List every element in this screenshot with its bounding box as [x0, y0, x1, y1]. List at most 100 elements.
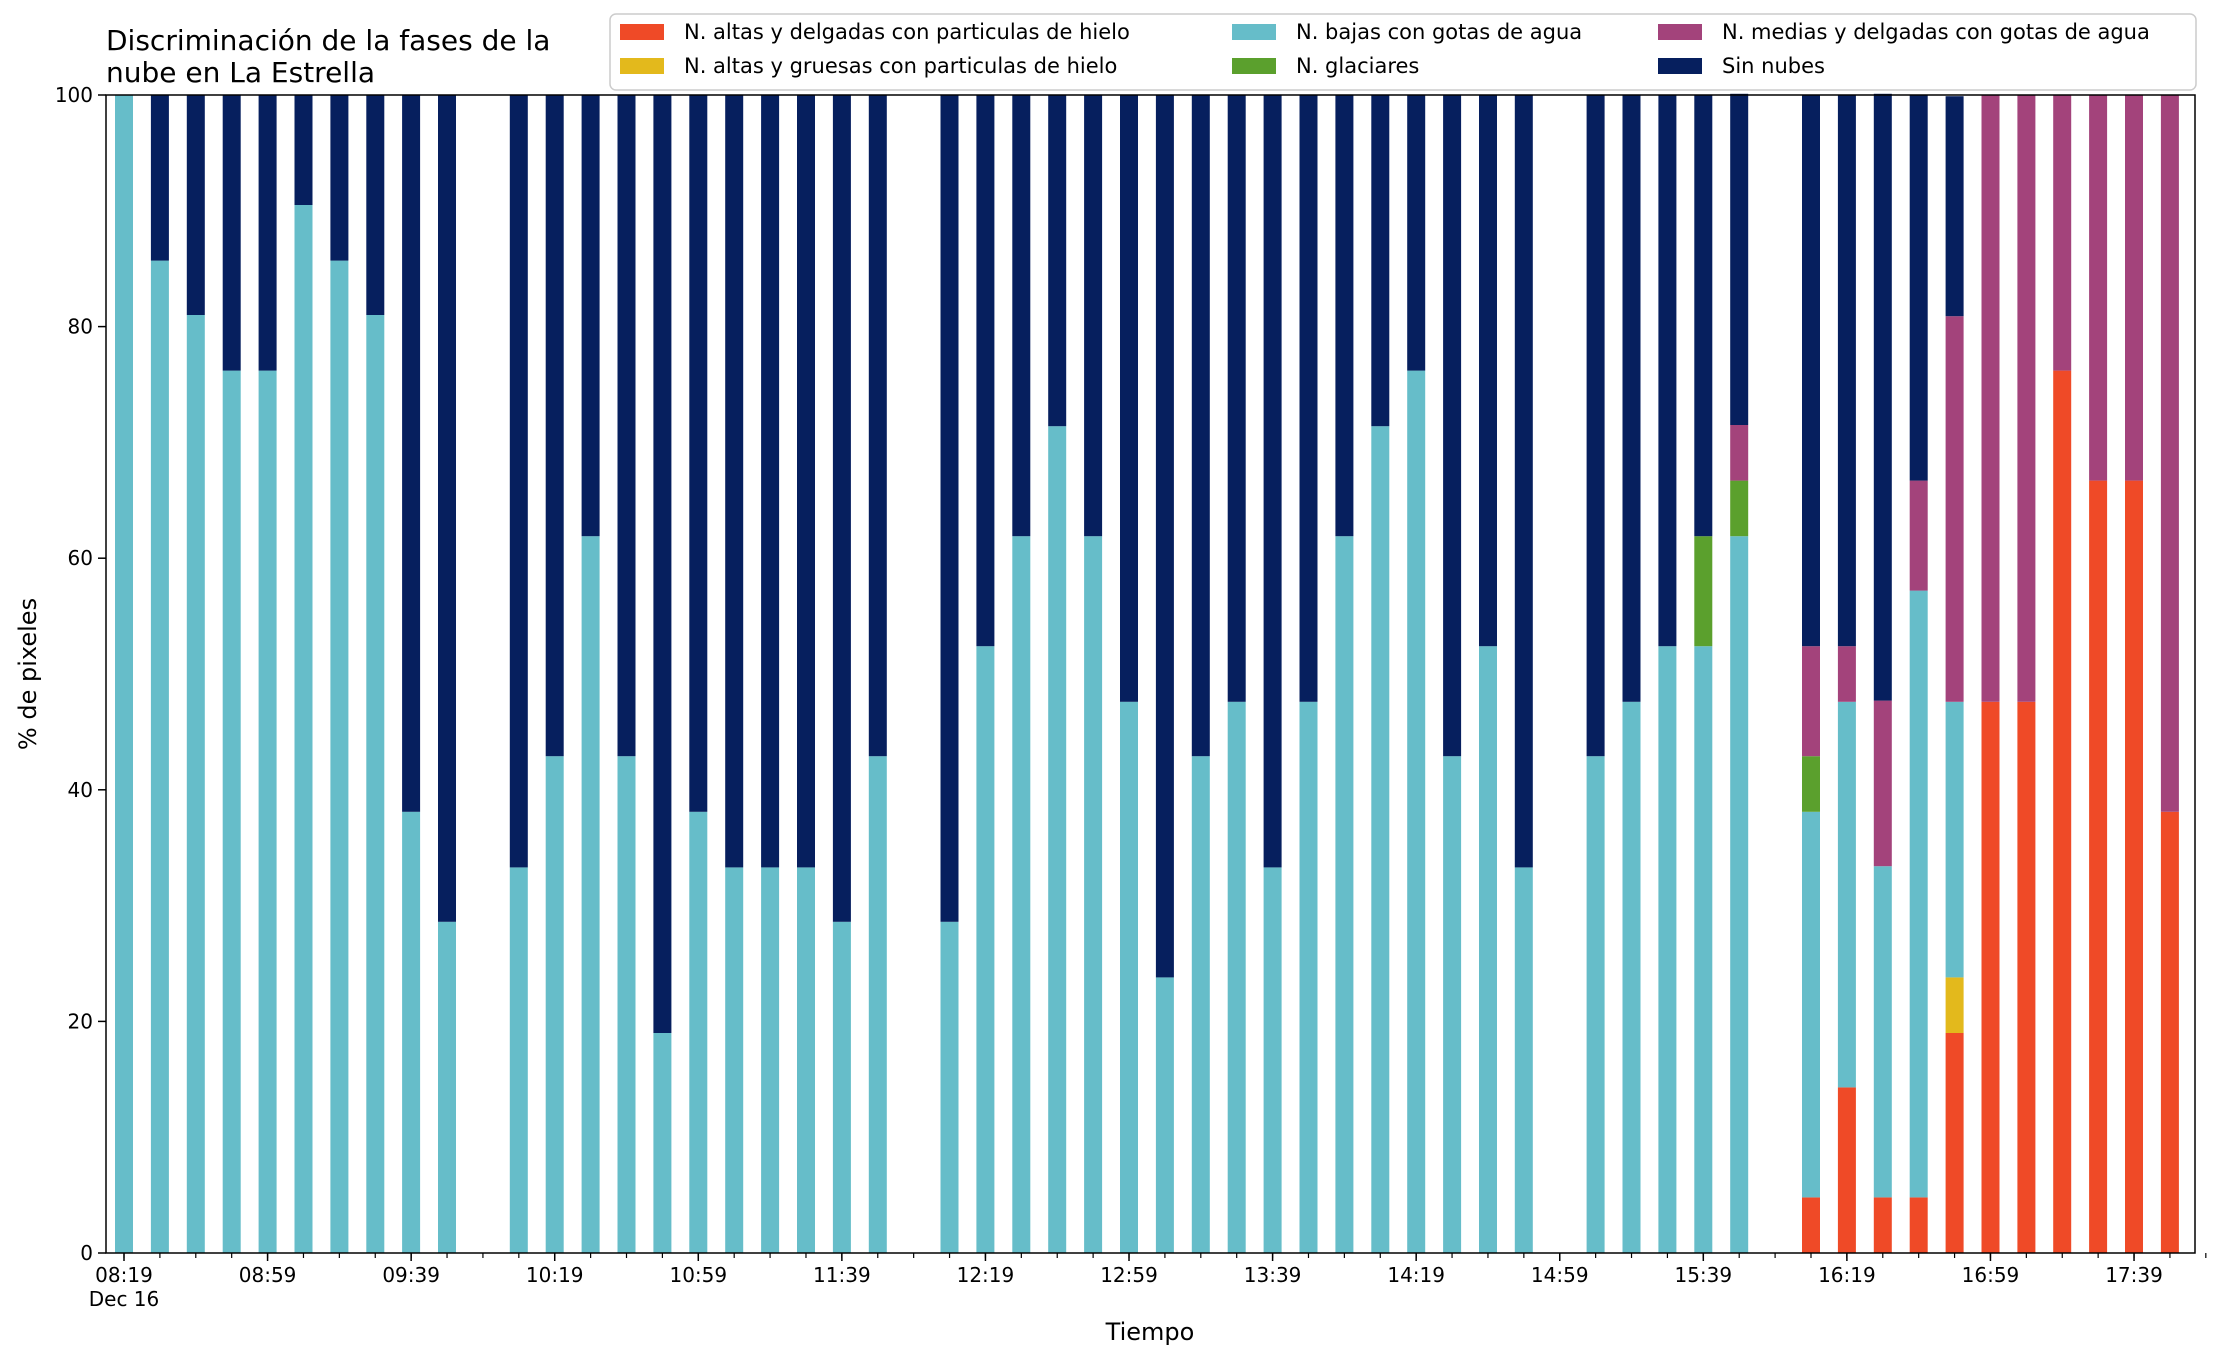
bar-segment: [1407, 370, 1426, 1254]
bar-segment: [1945, 96, 1964, 317]
bar-segment: [1730, 93, 1749, 426]
bar-segment: [1084, 536, 1103, 1253]
bar-segment: [1084, 95, 1103, 537]
bar-segment: [797, 95, 815, 868]
bar-segment: [294, 205, 313, 1253]
bar-segment: [653, 95, 672, 1033]
bar-segment: [1694, 95, 1713, 537]
bar-segment: [366, 95, 385, 315]
bar-segment: [1909, 480, 1928, 591]
bar-segment: [1694, 646, 1713, 1253]
bar-segment: [689, 811, 708, 1253]
y-tick-label: 60: [68, 546, 93, 570]
legend-label: N. altas y delgadas con particulas de hi…: [684, 20, 1130, 44]
bar-segment: [1227, 701, 1246, 1253]
bar-segment: [581, 95, 600, 537]
bar-segment: [186, 95, 205, 315]
bar-segment: [1730, 425, 1749, 481]
bar-segment: [1586, 95, 1605, 757]
legend-label: N. medias y delgadas con gotas de agua: [1722, 20, 2150, 44]
plot-area-frame: [105, 94, 2196, 1254]
bar-segment: [1837, 701, 1856, 1088]
bar-segment: [509, 95, 528, 868]
x-tick-label: 13:39: [1244, 1263, 1302, 1287]
y-axis: 0 20 40 60 80 100: [55, 83, 106, 1265]
bar-segment: [186, 315, 205, 1253]
legend-box: [609, 13, 2197, 91]
bar-segment: [2160, 811, 2179, 1253]
bar-segment: [330, 95, 349, 261]
x-tick-label: 10:59: [669, 1263, 727, 1287]
x-tick-label: 08:19: [95, 1263, 153, 1287]
bar-segment: [689, 95, 708, 812]
bar-segment: [1371, 426, 1390, 1253]
bar-segment: [1335, 95, 1354, 537]
bar-segment: [976, 95, 995, 647]
bar-segment: [1909, 590, 1928, 1198]
bar-segment: [2125, 480, 2143, 1254]
bar-segment: [1873, 1197, 1892, 1253]
bar-segment: [1120, 701, 1138, 1253]
bar-segment: [509, 867, 528, 1253]
x-tick-label: 08:59: [239, 1263, 297, 1287]
bar-segment: [1622, 95, 1641, 702]
bar-segment: [2089, 480, 2108, 1254]
bar-segment: [832, 921, 851, 1253]
bar-segment: [1191, 756, 1210, 1253]
x-tick-label: 15:39: [1674, 1263, 1732, 1287]
chart-title-line: Discriminación de la fases de la: [106, 24, 550, 57]
bar-segment: [1227, 95, 1246, 702]
bar-segment: [1909, 95, 1928, 481]
bar-segment: [1191, 95, 1210, 757]
bar-segment: [1479, 646, 1497, 1253]
bar-segment: [1586, 756, 1605, 1253]
y-axis-label: % de pixeles: [14, 598, 42, 750]
bar-segment: [1012, 536, 1031, 1253]
bar-segment: [2053, 370, 2072, 1254]
bars-layer: [115, 93, 2179, 1254]
bar-segment: [581, 536, 600, 1253]
bar-segment: [1443, 95, 1462, 757]
legend-swatch: [620, 58, 664, 74]
bar-segment: [617, 756, 636, 1253]
legend-swatch: [620, 24, 664, 40]
bar-segment: [1335, 536, 1354, 1253]
bar-segment: [761, 867, 780, 1253]
legend-swatch: [1232, 58, 1276, 74]
bar-segment: [1048, 95, 1067, 427]
bar-segment: [940, 95, 959, 922]
legend-items: N. altas y delgadas con particulas de hi…: [620, 20, 2150, 78]
x-tick-label: 10:19: [526, 1263, 584, 1287]
bar-segment: [976, 646, 995, 1253]
bar-segment: [1873, 866, 1892, 1198]
y-tick-label: 40: [68, 778, 93, 802]
bar-segment: [617, 95, 636, 757]
bar-segment: [2053, 95, 2072, 371]
bar-segment: [294, 95, 313, 205]
bar-segment: [1981, 95, 2000, 702]
bar-segment: [1120, 95, 1138, 702]
chart-title-line: nube en La Estrella: [106, 56, 375, 89]
bar-segment: [1802, 1197, 1820, 1253]
bar-segment: [725, 95, 744, 868]
bar-segment: [330, 260, 349, 1254]
legend-swatch: [1658, 24, 1702, 40]
bar-segment: [2017, 95, 2036, 702]
bar-segment: [1155, 977, 1174, 1253]
bar-segment: [868, 756, 887, 1253]
x-tick-label: 11:39: [813, 1263, 871, 1287]
bar-segment: [1514, 95, 1533, 868]
bar-segment: [1945, 977, 1964, 1033]
bar-segment: [1299, 95, 1318, 702]
bar-segment: [1299, 701, 1318, 1253]
legend-swatch: [1232, 24, 1276, 40]
bar-segment: [725, 867, 744, 1253]
chart-title: Discriminación de la fases de la nube en …: [106, 24, 550, 89]
bar-segment: [150, 95, 169, 261]
bar-segment: [1730, 536, 1749, 1253]
bar-segment: [1873, 700, 1892, 867]
bar-segment: [115, 95, 133, 1253]
bar-segment: [1371, 95, 1390, 427]
bar-segment: [222, 95, 241, 371]
